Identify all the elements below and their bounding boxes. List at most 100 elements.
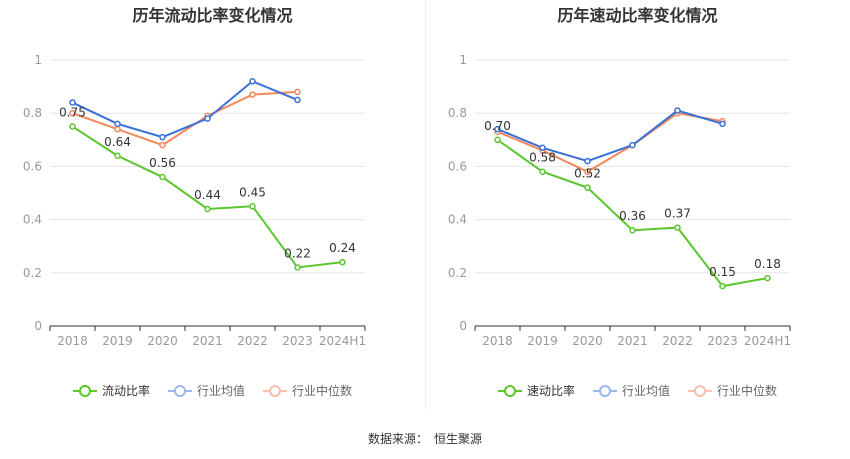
data-label: 0.75 [59, 106, 86, 120]
data-point[interactable] [629, 141, 636, 149]
data-point[interactable] [539, 168, 546, 175]
x-tick-label: 2024H1 [319, 334, 366, 348]
legend-label: 行业均值 [621, 384, 670, 398]
data-point[interactable] [719, 120, 726, 128]
x-tick-label: 2018 [57, 334, 88, 348]
legend-item-industry-avg[interactable]: 行业均值 [167, 382, 245, 399]
x-tick-label: 2024H1 [744, 334, 791, 348]
legend-marker-icon [263, 384, 287, 397]
y-tick-label: 0.6 [448, 159, 467, 173]
data-point[interactable] [294, 88, 301, 96]
y-tick-label: 0.2 [448, 266, 467, 280]
data-point[interactable] [114, 120, 121, 128]
source-value: 恒生聚源 [434, 432, 483, 446]
y-tick-label: 0.2 [23, 266, 42, 280]
data-label: 0.44 [194, 188, 221, 202]
data-point[interactable] [584, 157, 591, 165]
x-tick-label: 2021 [617, 334, 648, 348]
data-label: 0.15 [709, 265, 736, 279]
data-label: 0.58 [529, 151, 556, 165]
current-ratio-chart: 历年流动比率变化情况 0 0.2 0.4 0.6 0.8 1 2018 2019 2020 202… [0, 0, 425, 415]
data-label: 0.36 [619, 209, 646, 223]
y-tick-label: 0 [34, 319, 42, 333]
data-point[interactable] [494, 136, 501, 144]
data-point[interactable] [249, 78, 256, 85]
legend-item-current-ratio[interactable]: 流动比率 [72, 382, 150, 399]
data-point[interactable] [539, 144, 546, 152]
legend-item-industry-median[interactable]: 行业中位数 [263, 382, 352, 399]
legend-label: 流动比率 [101, 384, 150, 398]
legend-item-industry-avg[interactable]: 行业均值 [592, 382, 670, 399]
y-tick-label: 0.6 [23, 159, 42, 173]
data-point[interactable] [629, 226, 636, 234]
data-point[interactable] [674, 224, 681, 231]
chart-title: 历年流动比率变化情况 [132, 6, 293, 25]
data-point[interactable] [159, 141, 166, 149]
legend-item-industry-median[interactable]: 行业中位数 [688, 382, 777, 399]
data-point[interactable] [294, 264, 301, 271]
series-line [72, 90, 298, 147]
x-tick-label: 2020 [572, 334, 603, 348]
x-tick-label: 2019 [102, 334, 133, 348]
legend-marker-icon [497, 384, 522, 397]
data-point[interactable] [114, 125, 121, 133]
x-tick-label: 2023 [282, 334, 313, 348]
chart-legend: 流动比率 行业均值 行业中位数 [0, 382, 425, 399]
data-label: 0.52 [574, 167, 601, 181]
series-line [72, 80, 298, 139]
chart-legend: 速动比率 行业均值 行业中位数 [425, 382, 850, 399]
x-tick-label: 2022 [237, 334, 268, 348]
data-point[interactable] [494, 125, 501, 133]
data-point[interactable] [249, 203, 256, 210]
data-point[interactable] [159, 173, 166, 181]
data-point[interactable] [584, 184, 591, 191]
y-tick-label: 1 [34, 53, 42, 67]
data-point[interactable] [339, 258, 346, 266]
legend-marker-icon [167, 384, 192, 397]
chart-title: 历年速动比率变化情况 [557, 6, 718, 25]
quick-ratio-chart: 历年速动比率变化情况 0 0.2 0.4 0.6 0.8 1 2018 2019 2020 202… [425, 0, 850, 415]
series-line [497, 109, 723, 163]
legend-marker-icon [72, 384, 97, 397]
data-point[interactable] [674, 107, 681, 114]
x-tick-label: 2021 [192, 334, 223, 348]
data-point[interactable] [764, 274, 771, 282]
legend-marker-icon [688, 384, 712, 397]
data-label: 0.18 [754, 257, 781, 271]
legend-item-quick-ratio[interactable]: 速动比率 [497, 382, 575, 399]
data-point[interactable] [204, 115, 211, 122]
legend-label: 速动比率 [526, 384, 575, 398]
data-label: 0.70 [484, 119, 511, 133]
quick-ratio-plot: 0 0.2 0.4 0.6 0.8 1 2018 2019 2020 2021 2022 2023 20… [448, 53, 791, 348]
x-tick-label: 2022 [662, 334, 693, 348]
data-point[interactable] [719, 282, 726, 290]
y-tick-label: 0 [459, 319, 467, 333]
series-line [497, 112, 723, 173]
data-label: 0.24 [329, 241, 356, 255]
data-point[interactable] [159, 133, 166, 141]
current-ratio-plot: 0 0.2 0.4 0.6 0.8 1 2018 2019 2020 2021 2022 2023 20… [23, 53, 366, 348]
data-point[interactable] [114, 152, 121, 160]
x-tick-label: 2020 [147, 334, 178, 348]
data-point[interactable] [294, 96, 301, 104]
x-tick-label: 2018 [482, 334, 513, 348]
source-label: 数据来源： [367, 432, 428, 446]
data-label: 0.22 [284, 246, 311, 260]
data-label: 0.45 [239, 185, 266, 199]
data-point[interactable] [204, 205, 211, 213]
y-tick-label: 0.8 [23, 106, 42, 120]
y-tick-label: 0.8 [448, 106, 467, 120]
data-point[interactable] [69, 109, 76, 117]
legend-marker-icon [592, 384, 617, 397]
chart-divider [425, 0, 426, 410]
y-tick-label: 0.4 [448, 213, 467, 227]
data-source: 数据来源： 恒生聚源 [0, 430, 850, 447]
x-tick-label: 2023 [707, 334, 738, 348]
legend-label: 行业均值 [196, 384, 245, 398]
data-point[interactable] [584, 168, 591, 175]
data-label: 0.64 [104, 135, 131, 149]
data-point[interactable] [249, 91, 256, 98]
x-tick-label: 2019 [527, 334, 558, 348]
data-point[interactable] [69, 99, 76, 106]
data-point[interactable] [69, 123, 76, 130]
